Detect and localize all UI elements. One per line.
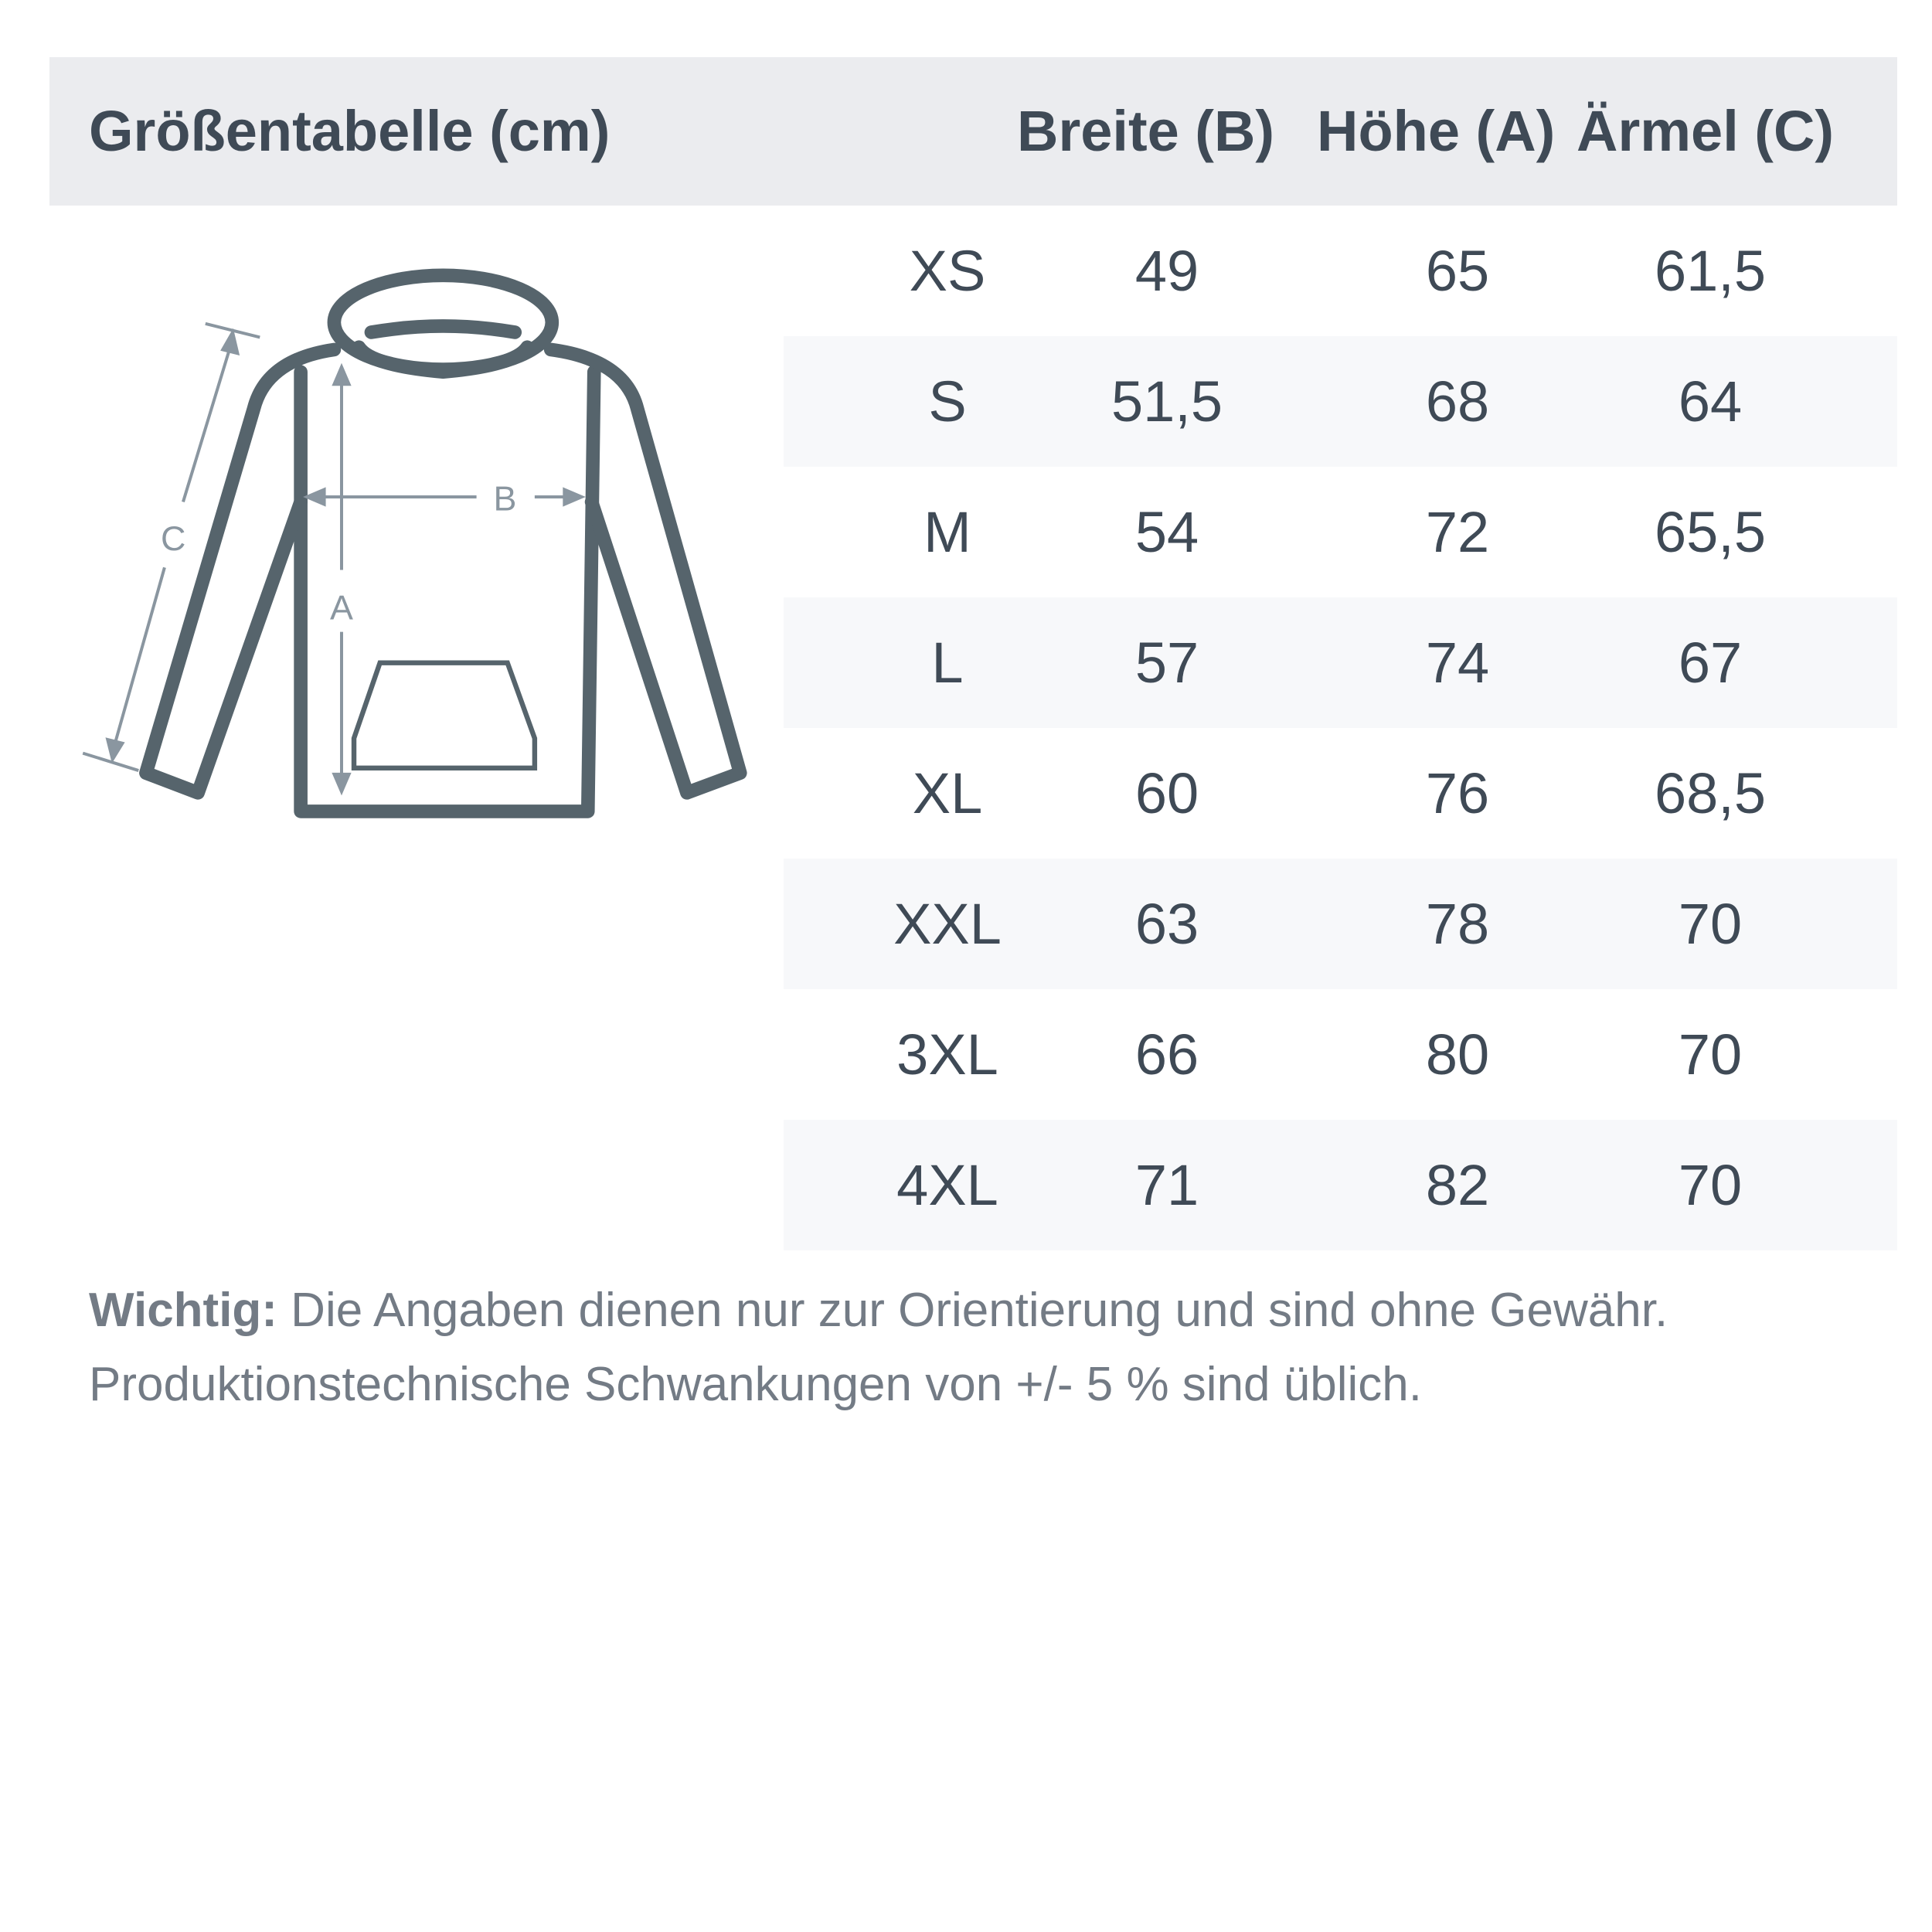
label-b: B [493,479,516,519]
table-row: L 57 74 67 [784,597,1897,728]
table-row: XXL 63 78 70 [784,859,1897,989]
cell-aermel: 70 [1678,1022,1743,1087]
cell-aermel: 70 [1678,1153,1743,1217]
table-row: S 51,5 68 64 [784,336,1897,467]
table-row: XS 49 65 61,5 [784,206,1897,336]
cell-aermel: 68,5 [1654,761,1767,825]
table-row: 3XL 66 80 70 [784,989,1897,1120]
cell-breite: 49 [1134,239,1199,303]
note-text-1: Die Angaben dienen nur zur Orientierung … [277,1284,1668,1337]
table-row: M 54 72 65,5 [784,467,1897,597]
column-header-hoehe: Höhe (A) [1317,99,1556,163]
cell-hoehe: 78 [1425,892,1490,956]
label-c: C [161,519,185,558]
cell-hoehe: 74 [1425,631,1490,695]
cell-breite: 51,5 [1111,369,1223,434]
table-row: XL 60 76 68,5 [784,728,1897,859]
measurement-arrows [82,321,586,796]
cell-hoehe: 82 [1425,1153,1490,1217]
table-row: 4XL 71 82 70 [784,1120,1897,1250]
column-header-breite: Breite (B) [1017,99,1275,163]
hoodie-diagram: A B C [82,268,747,818]
cell-size: XL [912,761,983,825]
table-title: Größentabelle (cm) [89,99,611,163]
cell-hoehe: 65 [1425,239,1490,303]
cell-size: S [928,369,967,434]
cell-breite: 57 [1134,631,1199,695]
cell-size: L [931,631,964,695]
cell-aermel: 67 [1678,631,1743,695]
label-a: A [330,588,353,628]
cell-size: XXL [893,892,1002,956]
cell-breite: 54 [1134,500,1199,564]
cell-size: XS [909,239,986,303]
cell-size: 4XL [896,1153,998,1217]
cell-hoehe: 72 [1425,500,1490,564]
pocket-outline [351,660,538,771]
table-header: Größentabelle (cm) Breite (B) Höhe (A) Ä… [49,57,1897,206]
cell-hoehe: 68 [1425,369,1490,434]
cell-breite: 66 [1134,1022,1199,1087]
cell-hoehe: 76 [1425,761,1490,825]
cell-breite: 60 [1134,761,1199,825]
note-bold: Wichtig: [89,1284,277,1337]
cell-aermel: 61,5 [1654,239,1767,303]
note-line-2: Produktionstechnische Schwankungen von +… [89,1358,1422,1411]
cell-hoehe: 80 [1425,1022,1490,1087]
cell-breite: 63 [1134,892,1199,956]
hoodie-outline [139,268,747,818]
cell-aermel: 64 [1678,369,1743,434]
cell-size: M [923,500,971,564]
cell-size: 3XL [896,1022,998,1087]
column-header-aermel: Ärmel (C) [1577,99,1835,163]
cell-breite: 71 [1134,1153,1199,1217]
cell-aermel: 65,5 [1654,500,1767,564]
cell-aermel: 70 [1678,892,1743,956]
note-line-1: Wichtig: Die Angaben dienen nur zur Orie… [89,1283,1668,1338]
